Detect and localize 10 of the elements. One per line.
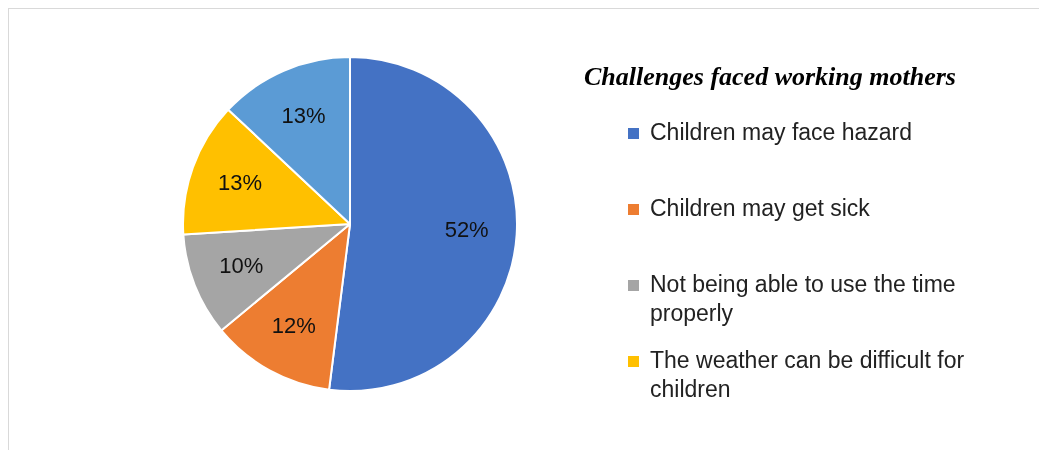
- data-label: 13%: [281, 102, 326, 128]
- legend-label: Children may face hazard: [650, 119, 913, 145]
- data-label: 52%: [444, 217, 489, 243]
- legend-label: The weather can be difficult for children: [650, 347, 965, 402]
- legend-label: Children may get sick: [650, 195, 870, 221]
- legend-label: Not being able to use the time properly: [650, 271, 956, 326]
- chart-title: Challenges faced working mothers: [584, 62, 956, 92]
- data-label: 13%: [217, 170, 263, 196]
- data-label: 12%: [271, 312, 316, 338]
- data-label: 10%: [219, 253, 264, 279]
